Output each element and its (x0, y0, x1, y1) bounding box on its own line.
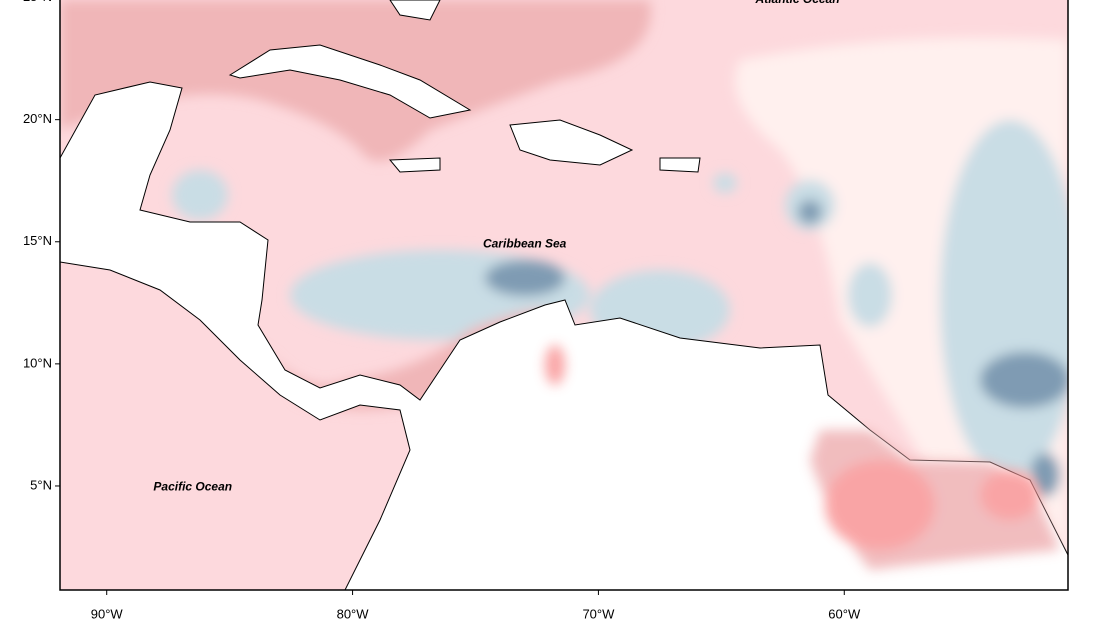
lat-tick-label: 5°N (30, 477, 52, 492)
lon-tick-label: 60°W (828, 606, 861, 621)
lat-tick-label: 15°N (23, 233, 52, 248)
bahamas (389, 0, 441, 21)
lon-tick-label: 80°W (337, 606, 370, 621)
lat-tick-label: 10°N (23, 355, 52, 370)
map-area (60, 0, 1068, 590)
ocean-label: Pacific Ocean (153, 479, 232, 493)
puerto-rico (659, 157, 701, 173)
jamaica (388, 157, 441, 173)
cuba (228, 44, 472, 119)
lon-tick-label: 90°W (91, 606, 124, 621)
lat-tick-label: 25°N (23, 0, 52, 4)
ocean-label: Atlantic Ocean (755, 0, 840, 6)
ocean-label: Caribbean Sea (483, 236, 567, 250)
land-shading (545, 345, 1060, 570)
hispaniola (509, 119, 634, 166)
lon-tick-label: 70°W (582, 606, 615, 621)
frame (59, 0, 1069, 591)
lat-tick-label: 20°N (23, 111, 52, 126)
